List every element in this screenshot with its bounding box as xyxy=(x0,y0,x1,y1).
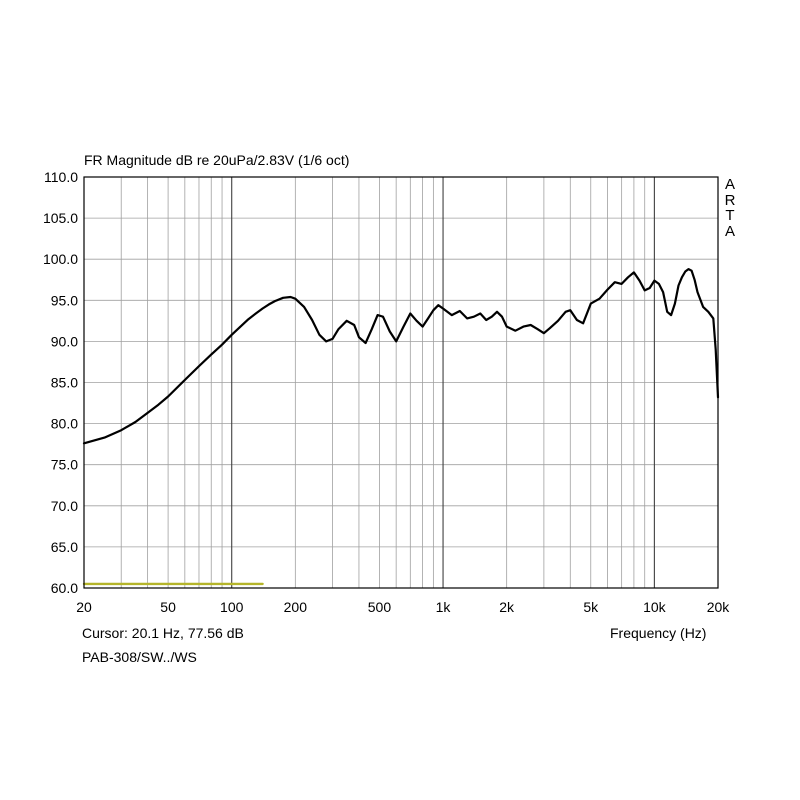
cursor-readout: Cursor: 20.1 Hz, 77.56 dB xyxy=(82,625,244,641)
y-tick-label: 105.0 xyxy=(43,210,78,226)
y-tick-label: 100.0 xyxy=(43,251,78,267)
y-tick-labels: 60.0 65.0 70.0 75.0 80.0 85.0 90.0 95.0 100.0 105… xyxy=(43,169,78,596)
x-tick-label: 100 xyxy=(220,599,244,615)
x-axis-label: Frequency (Hz) xyxy=(610,625,707,641)
grid-lines xyxy=(83,176,719,589)
arta-brand-label: A R T A xyxy=(722,177,738,239)
brand-letter: R xyxy=(724,191,736,209)
plot-frame xyxy=(83,176,719,589)
measurement-label: PAB-308/SW../WS xyxy=(82,649,197,665)
chart-title: FR Magnitude dB re 20uPa/2.83V (1/6 oct) xyxy=(84,152,350,168)
x-tick-label: 50 xyxy=(160,599,176,615)
y-tick-label: 90.0 xyxy=(51,333,78,349)
x-tick-label: 20k xyxy=(707,599,731,615)
y-tick-label: 65.0 xyxy=(51,539,78,555)
x-tick-label: 1k xyxy=(436,599,452,615)
y-tick-label: 95.0 xyxy=(51,292,78,308)
y-tick-label: 85.0 xyxy=(51,375,78,391)
x-tick-labels: 20 50 100 200 500 1k 2k 5k 10k 20k xyxy=(76,599,730,615)
y-tick-label: 60.0 xyxy=(51,580,78,596)
y-tick-label: 80.0 xyxy=(51,416,78,432)
y-tick-label: 75.0 xyxy=(51,457,78,473)
series-layer xyxy=(82,268,720,586)
x-tick-label: 500 xyxy=(368,599,392,615)
response-curve xyxy=(82,268,720,445)
y-tick-label: 110.0 xyxy=(44,169,78,185)
y-tick-label: 70.0 xyxy=(51,498,78,514)
x-tick-label: 20 xyxy=(76,599,92,615)
x-tick-label: 200 xyxy=(284,599,308,615)
x-tick-label: 2k xyxy=(499,599,515,615)
brand-letter: T xyxy=(725,207,735,224)
x-tick-label: 5k xyxy=(583,599,599,615)
brand-letter: A xyxy=(724,176,735,193)
brand-letter: A xyxy=(724,222,735,240)
x-tick-label: 10k xyxy=(643,599,667,615)
